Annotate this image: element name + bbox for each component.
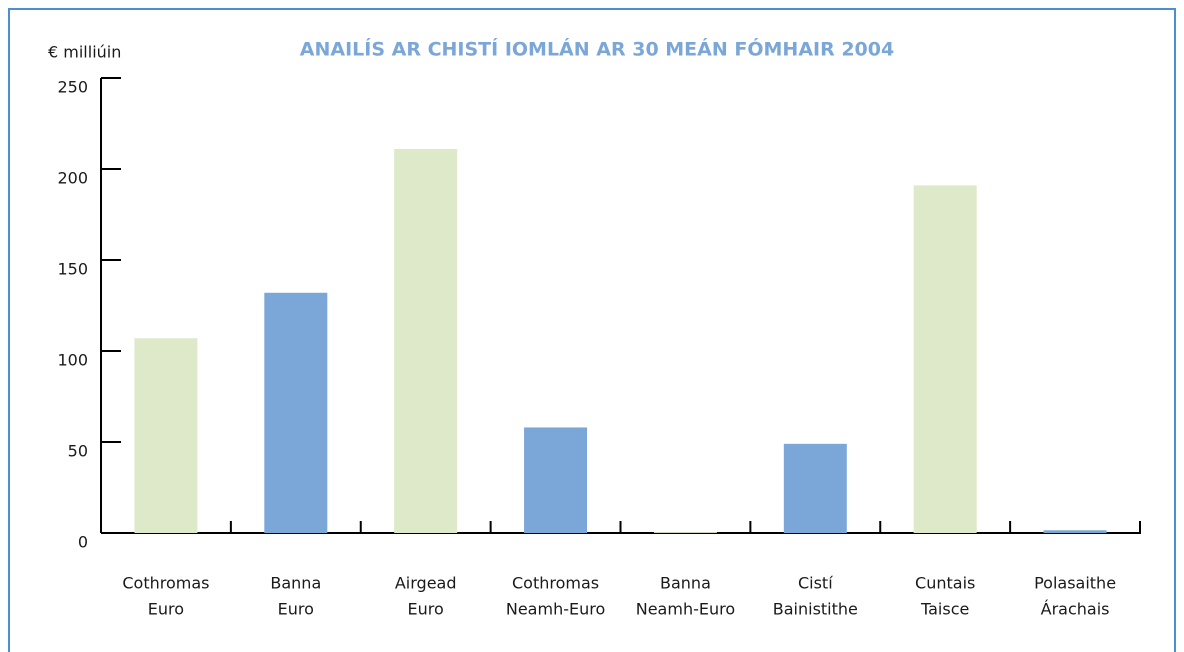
x-tick-label: Cistí bbox=[798, 574, 833, 593]
x-tick-label: Polasaithe bbox=[1034, 574, 1116, 593]
bar bbox=[1043, 530, 1107, 533]
y-tick-label: 200 bbox=[57, 169, 88, 188]
x-tick-label: Banna bbox=[270, 574, 321, 593]
x-tick-label: Bainistithe bbox=[773, 600, 858, 619]
x-tick-label: Euro bbox=[408, 600, 444, 619]
x-tick-label: Airgead bbox=[395, 574, 457, 593]
bar bbox=[394, 148, 458, 534]
frame bbox=[8, 8, 1176, 652]
bar bbox=[264, 292, 328, 533]
bar bbox=[653, 532, 717, 533]
x-tick-label: Cothromas bbox=[512, 574, 599, 593]
bar bbox=[913, 185, 977, 533]
x-tick-label: Árachais bbox=[1041, 600, 1110, 619]
x-tick-label: Euro bbox=[278, 600, 314, 619]
x-tick-label: Cothromas bbox=[122, 574, 209, 593]
x-tick-label: Euro bbox=[148, 600, 184, 619]
bar bbox=[524, 427, 588, 533]
y-axis-label: € milliúin bbox=[48, 43, 121, 62]
y-tick-label: 150 bbox=[57, 260, 88, 279]
x-tick-label: Neamh-Euro bbox=[636, 600, 735, 619]
y-tick-label: 100 bbox=[57, 351, 88, 370]
bar bbox=[783, 443, 847, 533]
x-tick-label: Taisce bbox=[920, 600, 969, 619]
x-tick-label: Banna bbox=[660, 574, 711, 593]
bar bbox=[134, 338, 198, 533]
y-tick-label: 50 bbox=[68, 442, 88, 461]
x-tick-label: Neamh-Euro bbox=[506, 600, 605, 619]
y-tick-label: 0 bbox=[78, 533, 88, 552]
chart-title: ANAILÍS AR CHISTÍ IOMLÁN AR 30 MEÁN FÓMH… bbox=[300, 37, 894, 61]
y-tick-label: 250 bbox=[57, 78, 88, 97]
x-tick-label: Cuntais bbox=[915, 574, 975, 593]
